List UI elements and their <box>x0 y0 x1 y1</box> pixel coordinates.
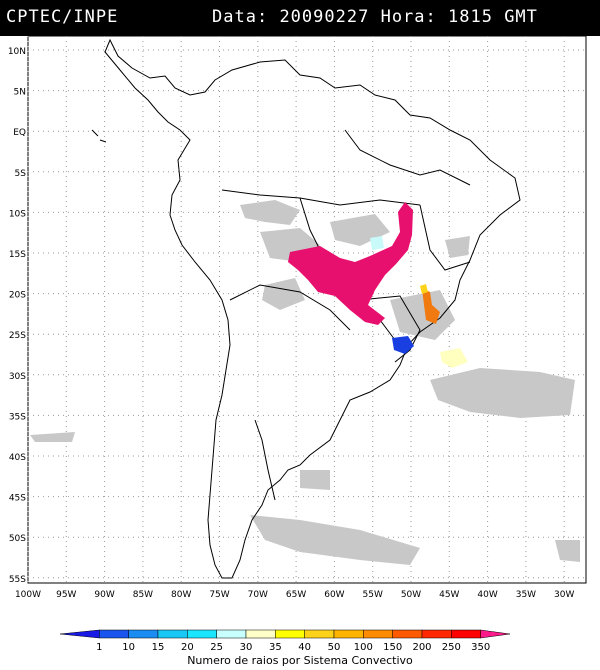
colorbar-label: 200 <box>412 642 431 652</box>
lightning-cluster-cyan <box>370 236 384 250</box>
cloud-patch <box>445 236 470 258</box>
cloud-areas <box>30 200 580 565</box>
lat-label: 50S <box>9 534 26 544</box>
colorbar-swatch <box>128 629 159 639</box>
lightning-high-density <box>288 202 413 325</box>
colorbar-swatch <box>304 629 335 639</box>
latitude-labels: 10N 5N EQ 5S 10S 15S 20S 25S 30S 35S 40S 45S 50S 55S <box>8 47 26 585</box>
colorbar-swatch <box>60 629 100 639</box>
colorbar-label: 40 <box>298 642 311 652</box>
cloud-patch <box>30 432 75 442</box>
colorbar-swatch <box>480 629 511 639</box>
cloud-patch <box>390 290 455 340</box>
colorbar-swatch <box>392 629 423 639</box>
lat-label: 40S <box>9 453 26 463</box>
colorbar-labels: 1 10 15 20 25 30 35 40 50 100 150 200 250 350 <box>96 642 490 652</box>
colorbar-label: 350 <box>471 642 490 652</box>
country-border <box>221 189 421 206</box>
colorbar-label: 25 <box>210 642 223 652</box>
lon-label: 65W <box>286 590 306 600</box>
lat-label: 55S <box>9 575 26 585</box>
colorbar-swatch <box>99 629 129 639</box>
source-label: CPTEC/INPE <box>6 7 119 27</box>
lon-label: 85W <box>133 590 153 600</box>
colorbar-caption: Numero de raios por Sistema Convectivo <box>187 654 413 667</box>
lon-label: 70W <box>248 590 268 600</box>
date-value: 20090227 <box>279 7 370 27</box>
lon-label: 90W <box>94 590 114 600</box>
lat-label: EQ <box>13 128 26 138</box>
lightning-cluster-pale-yellow <box>440 348 468 368</box>
cloud-patch <box>300 470 330 490</box>
lat-label: 10S <box>9 209 26 219</box>
lon-label: 50W <box>401 590 421 600</box>
lightning-cluster-orange <box>422 288 440 324</box>
map-frame <box>27 36 587 584</box>
country-border <box>229 284 351 331</box>
title-bar: CPTEC/INPE Data: 20090227 Hora: 1815 GMT <box>0 0 600 36</box>
colorbar-swatch <box>245 629 276 639</box>
lat-label: 5N <box>14 88 26 98</box>
colorbar-swatch <box>216 629 247 639</box>
colorbar-swatch <box>421 629 452 639</box>
coastline <box>91 38 521 579</box>
lon-label: 80W <box>171 590 191 600</box>
colorbar: 1 10 15 20 25 30 35 40 50 100 150 200 250 350 <box>60 629 511 652</box>
colorbar-label: 250 <box>442 642 461 652</box>
lon-label: 40W <box>477 590 497 600</box>
lon-label: 75W <box>209 590 229 600</box>
lon-label: 100W <box>15 590 41 600</box>
cloud-patch <box>250 515 420 565</box>
cloud-patch <box>555 540 580 562</box>
colorbar-label: 35 <box>269 642 282 652</box>
lightning-cluster-blue <box>392 336 414 354</box>
lightning-cluster <box>288 202 413 325</box>
country-border <box>254 419 276 501</box>
lat-label: 10N <box>8 47 26 57</box>
lat-label: 25S <box>9 331 26 341</box>
state-border <box>344 129 471 186</box>
lat-label: 20S <box>9 291 26 301</box>
lon-label: 35W <box>516 590 536 600</box>
colorbar-swatch <box>333 629 364 639</box>
lon-label: 45W <box>439 590 459 600</box>
colorbar-swatches <box>60 629 511 639</box>
cloud-patch <box>240 200 300 225</box>
longitude-labels: 100W 95W 90W 85W 80W 75W 70W 65W 60W 55W 50W 45W 40W… <box>15 590 575 600</box>
lightning-cluster-yellow <box>420 284 428 294</box>
colorbar-swatch <box>187 629 217 639</box>
lon-label: 95W <box>56 590 76 600</box>
lat-label: 30S <box>9 372 26 382</box>
lat-label: 15S <box>9 250 26 260</box>
date-label: Data: <box>212 7 269 27</box>
colorbar-label: 100 <box>354 642 373 652</box>
state-border <box>419 204 471 271</box>
south-america-outline <box>104 38 521 579</box>
colorbar-label: 1 <box>96 642 102 652</box>
lon-label: 55W <box>363 590 383 600</box>
colorbar-label: 15 <box>152 642 165 652</box>
cloud-patch <box>430 368 575 418</box>
colorbar-swatch <box>451 629 481 639</box>
time-value: 1815 GMT <box>448 7 538 27</box>
lightning-map: 10N5NEQ5S10S15S20S25S30S35S40S45S50S55S … <box>8 36 587 600</box>
colorbar-label: 20 <box>181 642 194 652</box>
lon-label: 30W <box>554 590 574 600</box>
galapagos <box>91 129 107 143</box>
colorbar-swatch <box>157 629 188 639</box>
colorbar-swatch <box>275 629 305 639</box>
datetime-label: Data: 20090227 Hora: 1815 GMT <box>212 7 538 27</box>
colorbar-label: 50 <box>328 642 341 652</box>
lat-label: 45S <box>9 494 26 504</box>
colorbar-label: 30 <box>240 642 253 652</box>
lon-label: 60W <box>324 590 344 600</box>
colorbar-swatch <box>363 629 393 639</box>
time-label: Hora: <box>380 7 437 27</box>
colorbar-label: 10 <box>122 642 135 652</box>
colorbar-label: 150 <box>383 642 402 652</box>
lat-label: 5S <box>15 169 27 179</box>
graticule <box>27 36 586 583</box>
cloud-patch <box>262 278 305 310</box>
lat-label: 35S <box>9 412 26 422</box>
